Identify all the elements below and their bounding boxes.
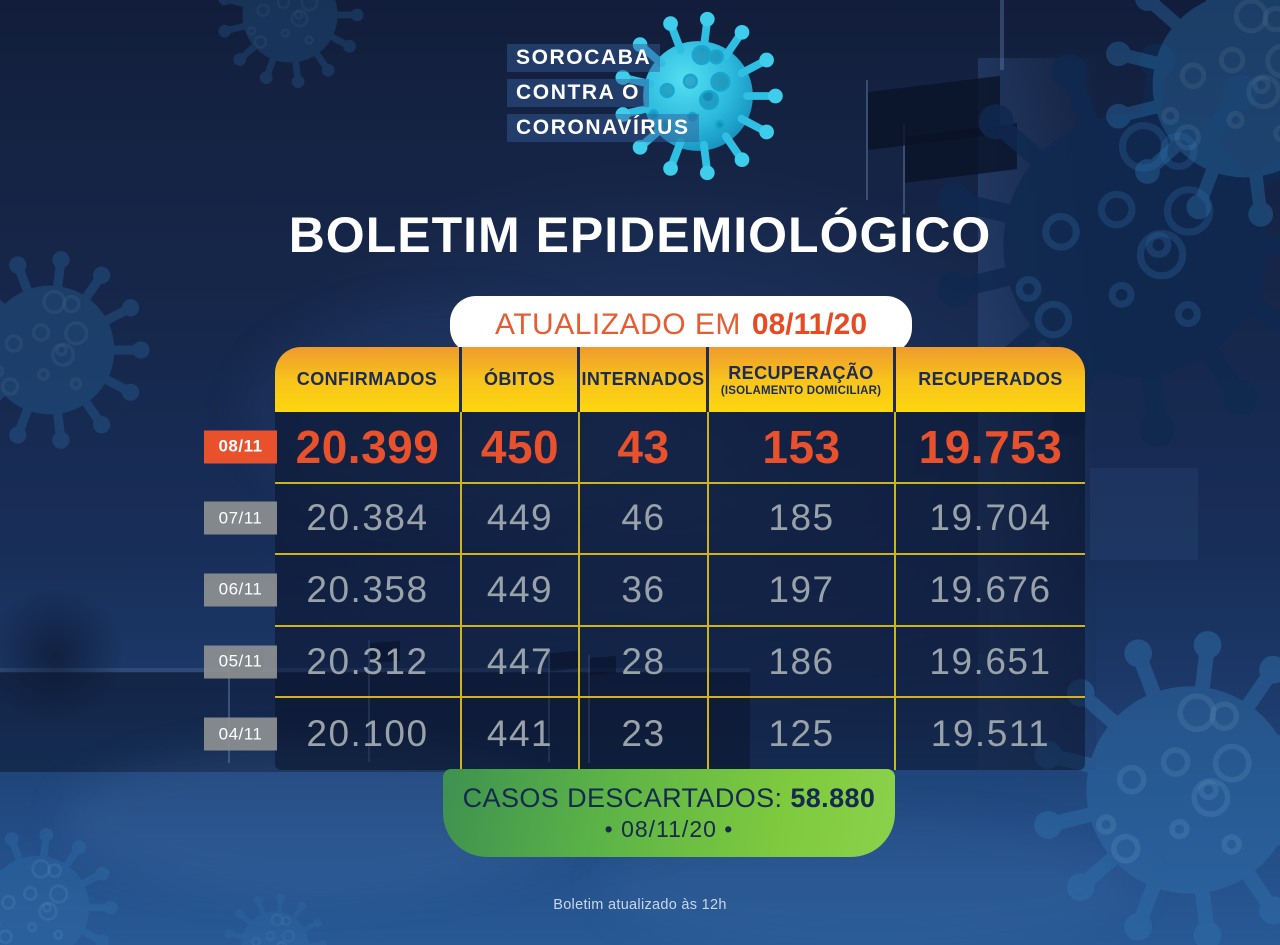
col-header-sublabel: (ISOLAMENTO DOMICILIAR) (720, 384, 882, 397)
discarded-panel: CASOS DESCARTADOS: 58.880 • 08/11/20 • (443, 769, 895, 857)
flagpole (228, 648, 230, 763)
date-badge: 05/11 (204, 645, 277, 679)
page-title: BOLETIM EPIDEMIOLÓGICO (288, 207, 992, 263)
updated-pill: ATUALIZADO EM 08/11/20 (450, 296, 912, 354)
cell-recuperados: 19.676 (929, 568, 1052, 610)
coronavirus-silhouette-icon (0, 828, 118, 945)
col-header-confirmados: CONFIRMADOS (275, 347, 462, 412)
cell-recuperados: 19.704 (929, 497, 1052, 539)
cell-internados: 23 (580, 698, 709, 770)
cell-confirmados: 20.384 (275, 483, 462, 554)
cell-recuperacao: 197 (709, 555, 896, 625)
cell-obitos: 450 (462, 412, 580, 482)
table-row: 04/11 20.100 441 23 125 19.511 (204, 698, 1085, 770)
coronavirus-silhouette-icon (224, 893, 327, 945)
discarded-line: CASOS DESCARTADOS: 58.880 (463, 783, 876, 814)
date-badge: 08/11 (204, 430, 277, 464)
cell-internados: 36 (580, 555, 709, 625)
table-row: 05/11 20.312 447 28 186 19.651 (204, 626, 1085, 699)
table-body: 08/11 20.399 450 43 153 19.753 07/11 20.… (204, 412, 1085, 770)
tree-silhouette (0, 590, 130, 720)
discarded-value: 58.880 (790, 783, 876, 813)
flagpole (866, 80, 868, 200)
cell-confirmados: 20.358 (275, 555, 462, 625)
col-header-internados: INTERNADOS (580, 347, 709, 412)
coronavirus-silhouette-icon (218, 0, 364, 89)
cell-obitos: 441 (462, 698, 580, 770)
table-row: 07/11 20.384 449 46 185 19.704 (204, 483, 1085, 556)
cell-recuperados: 19.511 (930, 713, 1051, 755)
date-badge: 07/11 (204, 501, 277, 535)
tower-balcony (1090, 468, 1198, 560)
col-header-label: CONFIRMADOS (296, 369, 438, 389)
col-header-label: ÓBITOS (483, 369, 556, 389)
table-row: 08/11 20.399 450 43 153 19.753 (204, 412, 1085, 484)
cell-confirmados: 20.100 (275, 698, 462, 770)
table-row: 06/11 20.358 449 36 197 19.676 (204, 555, 1085, 627)
cell-recuperacao: 186 (709, 626, 896, 697)
logo-line: CONTRA O (507, 79, 650, 107)
updated-label: ATUALIZADO EM (494, 308, 741, 341)
logo-line: CORONAVÍRUS (507, 114, 699, 142)
cell-confirmados: 20.312 (275, 626, 462, 697)
col-header-recuperacao: RECUPERAÇÃO (ISOLAMENTO DOMICILIAR) (709, 347, 896, 412)
cell-recuperacao: 153 (709, 412, 896, 482)
discarded-label: CASOS DESCARTADOS: (462, 783, 783, 813)
cell-obitos: 449 (462, 483, 580, 554)
date-badge: 06/11 (204, 573, 277, 607)
cell-internados: 46 (580, 483, 709, 554)
col-header-recuperados: RECUPERADOS (896, 347, 1085, 412)
footer-note: Boletim atualizado às 12h (553, 897, 727, 913)
cell-obitos: 449 (462, 555, 580, 625)
logo-line: SOROCABA (507, 44, 661, 72)
col-header-obitos: ÓBITOS (462, 347, 580, 412)
discarded-date: • 08/11/20 • (604, 816, 734, 842)
table-header-row: CONFIRMADOS ÓBITOS INTERNADOS RECUPERAÇÃ… (275, 347, 1085, 412)
cell-internados: 28 (580, 626, 709, 697)
cell-recuperados: 19.651 (929, 640, 1052, 682)
flagpole (903, 124, 905, 214)
tower-antenna (1000, 0, 1004, 70)
cell-obitos: 447 (462, 626, 580, 697)
updated-date: 08/11/20 (751, 308, 868, 341)
coronavirus-icon (615, 11, 783, 181)
cell-recuperacao: 185 (709, 483, 896, 554)
data-table: CONFIRMADOS ÓBITOS INTERNADOS RECUPERAÇÃ… (204, 347, 1085, 770)
cell-recuperacao: 125 (709, 698, 896, 770)
campaign-logo: SOROCABA CONTRA O CORONAVÍRUS (507, 44, 699, 149)
col-header-label: RECUPERADOS (918, 369, 1063, 389)
cell-recuperados: 19.753 (918, 420, 1063, 473)
cell-internados: 43 (580, 412, 709, 482)
cell-confirmados: 20.399 (275, 412, 462, 482)
coronavirus-silhouette-icon (0, 251, 150, 449)
col-header-label: INTERNADOS (581, 369, 705, 389)
col-header-label: RECUPERAÇÃO (728, 362, 874, 383)
coronavirus-silhouette-icon (1106, 0, 1280, 227)
date-badge: 04/11 (204, 717, 277, 751)
